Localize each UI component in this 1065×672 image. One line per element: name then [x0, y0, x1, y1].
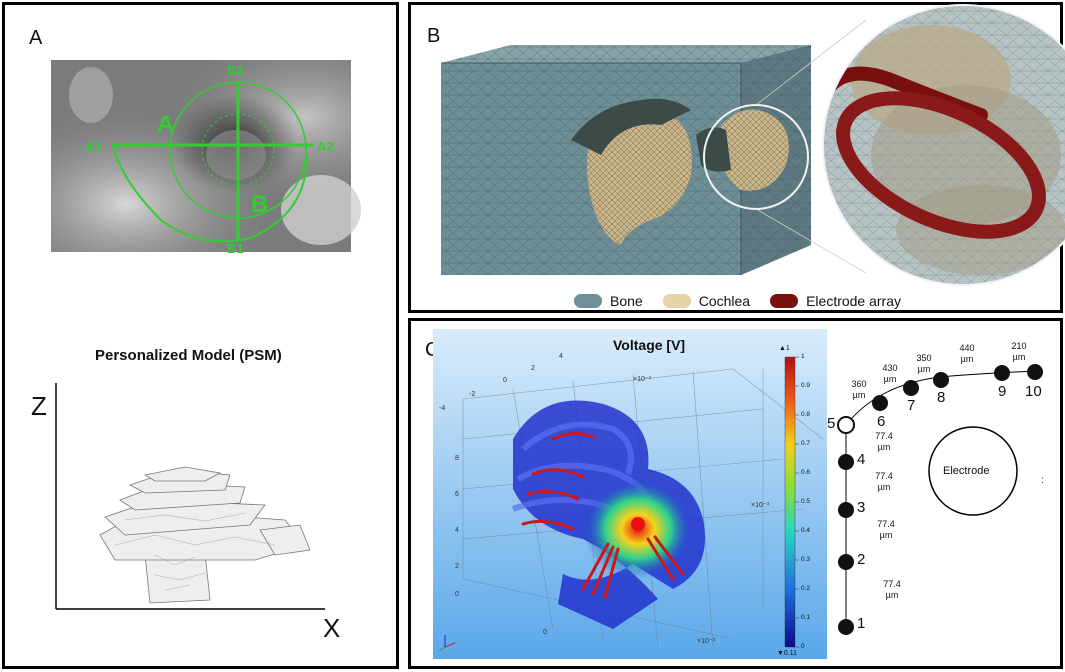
ct-label-a1: A1 — [85, 139, 102, 154]
axis-tick: -2 — [469, 391, 476, 398]
electrode-2 — [838, 554, 854, 570]
ct-label-a2: A2 — [317, 139, 334, 154]
spacing-label: 210 µm — [1011, 341, 1027, 362]
cochlea-mesh-model — [99, 466, 311, 604]
axis-tick: 8 — [455, 455, 459, 462]
colorbar-tick: 1 — [801, 353, 805, 360]
axis-tick: 0 — [543, 629, 547, 636]
z-axis-label: Z — [31, 391, 47, 421]
spacing-label: 430 µm — [882, 363, 898, 384]
axis-tick: 2 — [455, 563, 459, 570]
electrode-schematic-label: Electrode — [943, 465, 990, 477]
axis-tick: 0 — [503, 377, 507, 384]
ct-label-b1: B1 — [227, 241, 244, 256]
colorbar-tick: 0.6 — [801, 469, 811, 476]
trailing-mark: : — [1041, 475, 1044, 486]
electrode-3 — [838, 502, 854, 518]
colorbar-bottom-marker: ▼0.11 — [777, 650, 798, 657]
colorbar-tick: 0 — [801, 643, 805, 650]
electrode-number: 7 — [907, 397, 916, 414]
colorbar-tick: 0.2 — [801, 585, 811, 592]
electrode-number: 3 — [857, 499, 866, 516]
spacing-label: 77.4 µm — [877, 519, 895, 540]
electrode-number: 8 — [937, 389, 946, 406]
colorbar-tick: 0.4 — [801, 527, 811, 534]
legend-item-cochlea: Cochlea — [662, 293, 751, 309]
electrode-number: 2 — [857, 551, 866, 568]
ct-axis-b-label: B — [251, 191, 269, 218]
colorbar-top-marker: ▲1 — [779, 345, 790, 352]
electrode-diagram — [837, 364, 1043, 635]
axis-tick: 6 — [455, 491, 459, 498]
legend-item-electrode-array: Electrode array — [770, 293, 901, 309]
panel-a: A A1 A2 B2 B1 A B Personalized — [2, 2, 399, 669]
panel-a-label: A — [29, 27, 43, 49]
spacing-label: 77.4 µm — [875, 431, 893, 452]
colorbar-tick: 0.3 — [801, 556, 811, 563]
legend-label-cochlea: Cochlea — [698, 293, 751, 309]
electrode-number: 5 — [827, 415, 836, 432]
axis-scale-label: ×10⁻³ — [697, 638, 715, 645]
spacing-label: 350 µm — [916, 353, 932, 374]
panel-b: B — [408, 2, 1065, 313]
electrode-1 — [838, 619, 854, 635]
legend-item-bone: Bone — [574, 293, 643, 309]
legend-swatch-bone — [574, 294, 602, 308]
voltage-plot-title: Voltage [V] — [613, 337, 686, 353]
electrode-6 — [872, 395, 888, 411]
electrode-10 — [1027, 364, 1043, 380]
electrode-4 — [838, 454, 854, 470]
legend-label-electrode-array: Electrode array — [806, 293, 902, 309]
legend: Bone Cochlea Electrode array — [574, 291, 901, 311]
electrode-8 — [933, 372, 949, 388]
panel-b-label: B — [427, 25, 441, 47]
axis-scale-label: ×10⁻³ — [751, 502, 769, 509]
spacing-label: 77.4 µm — [883, 579, 901, 600]
model-axes — [55, 383, 325, 610]
axis-tick: 4 — [455, 527, 459, 534]
colorbar-tick: 0.7 — [801, 440, 811, 447]
colorbar-tick: 0.9 — [801, 382, 811, 389]
orientation-triad-icon — [438, 635, 456, 652]
electrode-5 — [837, 416, 855, 434]
legend-swatch-cochlea — [662, 294, 691, 308]
model-title: Personalized Model (PSM) — [95, 347, 282, 364]
legend-label-bone: Bone — [610, 293, 643, 309]
colorbar-tick: 0.8 — [801, 411, 811, 418]
spacing-label: 360 µm — [851, 379, 867, 400]
axis-tick: -4 — [439, 405, 446, 412]
voltage-plot: Voltage [V] — [433, 329, 827, 659]
ct-label-b2: B2 — [227, 63, 244, 78]
electrode-7 — [903, 380, 919, 396]
panel-c: C Voltage [V] — [408, 318, 1063, 669]
electrode-number: 6 — [877, 413, 886, 430]
axis-tick: 2 — [531, 365, 535, 372]
axis-tick: 0 — [455, 591, 459, 598]
x-axis-label: X — [323, 613, 341, 643]
electrode-number: 1 — [857, 615, 866, 632]
electrode-number: 9 — [998, 383, 1007, 400]
legend-swatch-electrode-array — [770, 294, 799, 308]
electrode-number: 10 — [1025, 383, 1042, 400]
ct-slice-image — [51, 60, 361, 252]
electrode-number: 4 — [857, 451, 866, 468]
colorbar-tick: 0.5 — [801, 498, 811, 505]
electrode-9 — [994, 365, 1010, 381]
spacing-label: 77.4 µm — [875, 471, 893, 492]
colorbar-tick: 0.1 — [801, 614, 811, 621]
electrode-schematic — [928, 426, 1018, 516]
fem-mesh-model — [441, 4, 1065, 286]
spacing-label: 440 µm — [959, 343, 975, 364]
ct-axis-a-label: A — [157, 111, 175, 138]
axis-scale-label: ×10⁻³ — [633, 376, 651, 383]
axis-tick: 4 — [559, 353, 563, 360]
voltage-plot-geometry — [438, 356, 824, 652]
